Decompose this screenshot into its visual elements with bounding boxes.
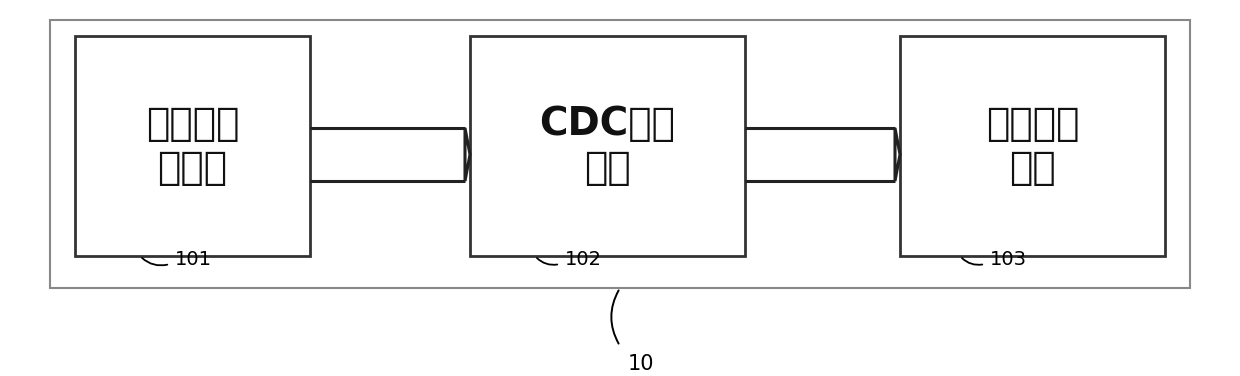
Text: 数字处理
电路: 数字处理 电路: [986, 105, 1079, 187]
Text: 103: 103: [990, 250, 1027, 269]
Text: CDC读出
电路: CDC读出 电路: [539, 105, 676, 187]
Text: 102: 102: [565, 250, 601, 269]
Bar: [900, 36, 1166, 256]
Bar: [50, 20, 1190, 288]
Text: 101: 101: [175, 250, 212, 269]
Text: 传感器前
端电路: 传感器前 端电路: [146, 105, 239, 187]
Bar: [74, 36, 310, 256]
Bar: [470, 36, 745, 256]
Text: 10: 10: [627, 354, 655, 374]
